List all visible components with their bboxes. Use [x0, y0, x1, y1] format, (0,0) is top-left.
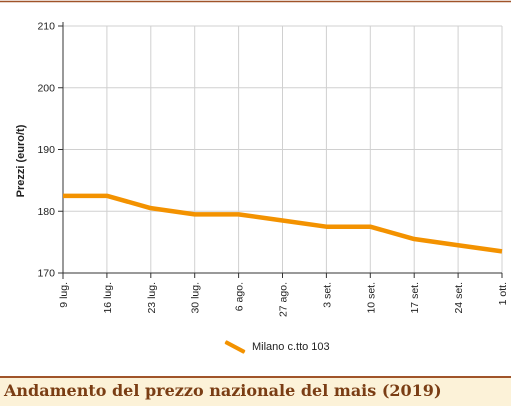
caption-bar: Andamento del prezzo nazionale del mais …: [0, 376, 511, 406]
x-tick-label: 23 lug.: [146, 282, 158, 314]
y-tick-label: 210: [37, 21, 55, 33]
x-tick-labels: 9 lug. 16 lug. 23 lug. 30 lug. 6 ago. 27 ago.…: [58, 282, 509, 317]
series-line: [63, 193, 503, 254]
x-tick-label: 1 ott.: [497, 282, 509, 305]
legend-swatch: [224, 340, 246, 354]
x-tick-label: 17 set.: [409, 282, 421, 314]
grid-lines: [63, 25, 503, 273]
x-tick-label: 9 lug.: [58, 282, 70, 308]
y-tick-labels: 170 180 190 200 210: [37, 21, 55, 280]
legend: Milano c.tto 103: [224, 340, 330, 354]
y-axis-label: Prezzi (euro/t): [15, 124, 27, 197]
x-tick-label: 3 set.: [321, 282, 333, 308]
series-lines: [63, 193, 503, 254]
y-tick-label: 200: [37, 82, 55, 94]
x-tick-label: 6 ago.: [234, 282, 246, 311]
y-tick-label: 170: [37, 268, 55, 280]
x-tick-label: 30 lug.: [190, 282, 202, 314]
x-tick-label: 27 ago.: [278, 282, 290, 317]
y-tick-label: 190: [37, 144, 55, 156]
legend-label: Milano c.tto 103: [252, 341, 330, 353]
x-tick-label: 16 lug.: [102, 282, 114, 314]
x-tick-label: 24 set.: [453, 282, 465, 314]
line-chart: 170 180 190 200 210 9 lug. 16 lug. 23 lug. 30 l…: [0, 0, 511, 317]
x-tick-label: 10 set.: [365, 282, 377, 314]
chart-caption: Andamento del prezzo nazionale del mais …: [4, 381, 442, 400]
axes: [58, 22, 503, 279]
y-tick-label: 180: [37, 206, 55, 218]
